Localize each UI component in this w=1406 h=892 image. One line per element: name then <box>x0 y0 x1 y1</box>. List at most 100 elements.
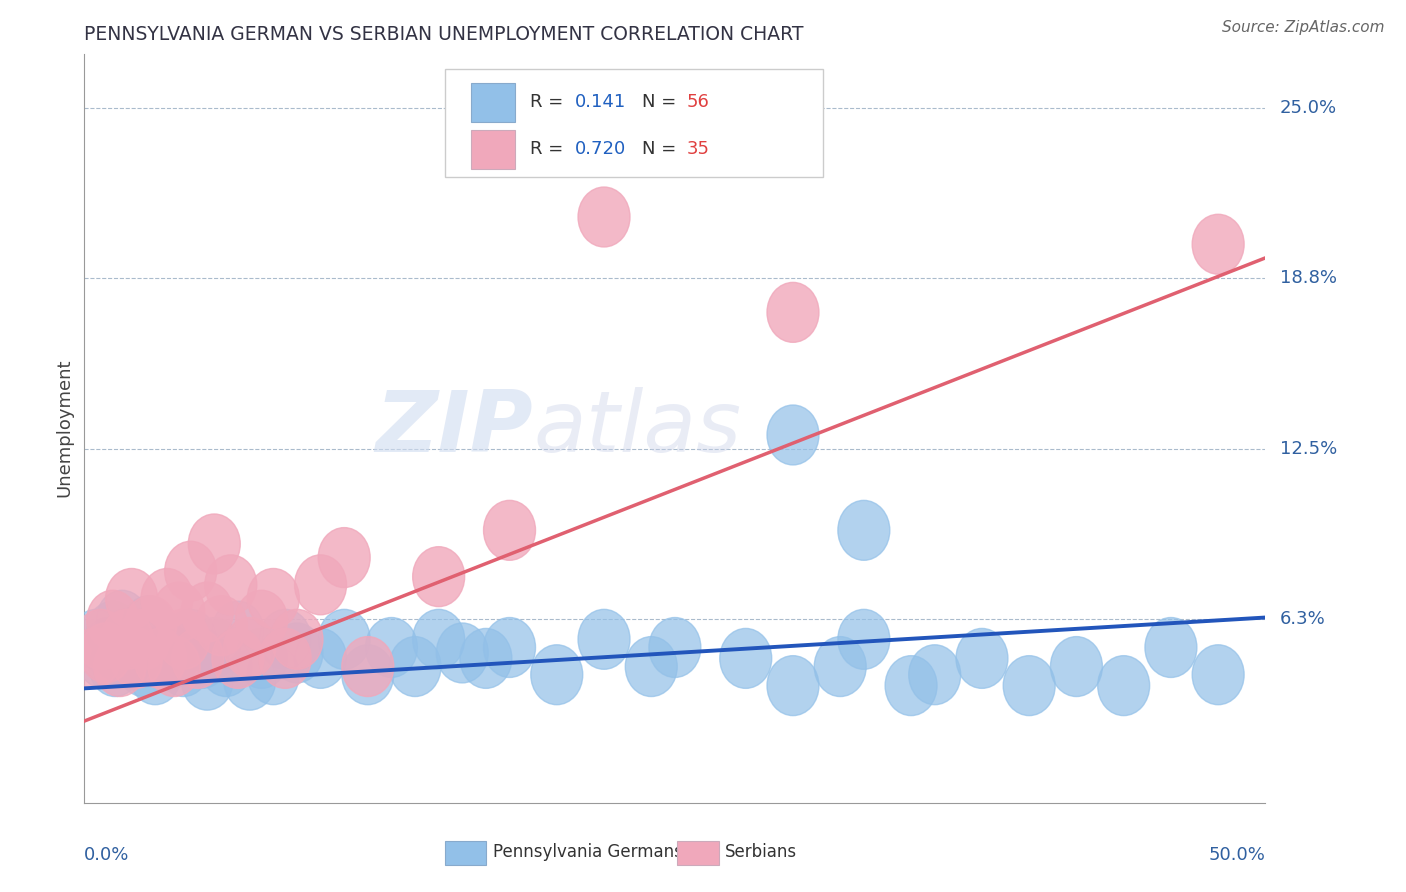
Ellipse shape <box>413 609 464 669</box>
Ellipse shape <box>101 629 153 689</box>
Ellipse shape <box>342 645 394 705</box>
Text: 0.141: 0.141 <box>575 94 626 112</box>
Ellipse shape <box>77 629 129 689</box>
Ellipse shape <box>271 609 323 669</box>
Ellipse shape <box>271 623 323 683</box>
Ellipse shape <box>157 637 209 697</box>
Ellipse shape <box>956 629 1008 689</box>
Y-axis label: Unemployment: Unemployment <box>55 359 73 498</box>
Ellipse shape <box>838 609 890 669</box>
Ellipse shape <box>87 601 139 661</box>
Ellipse shape <box>1098 656 1150 715</box>
Ellipse shape <box>172 629 224 689</box>
Text: Serbians: Serbians <box>724 843 797 862</box>
Ellipse shape <box>1004 656 1054 715</box>
Ellipse shape <box>110 623 162 683</box>
Ellipse shape <box>157 609 209 669</box>
Ellipse shape <box>886 656 936 715</box>
Ellipse shape <box>720 629 772 689</box>
Ellipse shape <box>626 637 678 697</box>
Ellipse shape <box>165 541 217 601</box>
Ellipse shape <box>318 527 370 588</box>
Ellipse shape <box>153 617 205 677</box>
Ellipse shape <box>259 629 311 689</box>
Ellipse shape <box>200 637 252 697</box>
Ellipse shape <box>236 591 287 650</box>
FancyBboxPatch shape <box>444 841 486 865</box>
Text: N =: N = <box>641 94 682 112</box>
Ellipse shape <box>105 568 157 629</box>
Ellipse shape <box>295 629 346 689</box>
Ellipse shape <box>768 283 818 343</box>
Ellipse shape <box>134 609 186 669</box>
Text: Source: ZipAtlas.com: Source: ZipAtlas.com <box>1222 20 1385 35</box>
Text: 0.0%: 0.0% <box>84 847 129 864</box>
Ellipse shape <box>1144 617 1197 677</box>
Ellipse shape <box>188 617 240 677</box>
Ellipse shape <box>118 609 169 669</box>
Ellipse shape <box>181 582 233 642</box>
Ellipse shape <box>129 645 181 705</box>
Text: 18.8%: 18.8% <box>1279 269 1337 287</box>
FancyBboxPatch shape <box>471 129 516 169</box>
Ellipse shape <box>224 650 276 710</box>
Ellipse shape <box>177 629 228 689</box>
Text: R =: R = <box>530 94 568 112</box>
FancyBboxPatch shape <box>444 69 823 178</box>
Text: 12.5%: 12.5% <box>1279 440 1337 458</box>
Ellipse shape <box>101 609 153 669</box>
Ellipse shape <box>146 629 198 689</box>
Ellipse shape <box>153 582 205 642</box>
Ellipse shape <box>118 637 169 697</box>
Ellipse shape <box>578 609 630 669</box>
Ellipse shape <box>75 609 127 669</box>
Ellipse shape <box>148 637 200 697</box>
Ellipse shape <box>460 629 512 689</box>
Ellipse shape <box>295 555 346 615</box>
Ellipse shape <box>247 645 299 705</box>
Ellipse shape <box>165 609 217 669</box>
Ellipse shape <box>141 623 193 683</box>
Text: 50.0%: 50.0% <box>1209 847 1265 864</box>
Ellipse shape <box>195 596 247 656</box>
Ellipse shape <box>838 500 890 560</box>
Ellipse shape <box>1192 645 1244 705</box>
Text: 6.3%: 6.3% <box>1279 610 1326 628</box>
Ellipse shape <box>342 637 394 697</box>
Ellipse shape <box>80 623 132 683</box>
Ellipse shape <box>224 617 276 677</box>
Ellipse shape <box>94 637 146 697</box>
Ellipse shape <box>105 609 157 669</box>
Ellipse shape <box>125 596 177 656</box>
FancyBboxPatch shape <box>471 83 516 121</box>
Ellipse shape <box>318 609 370 669</box>
Ellipse shape <box>768 656 818 715</box>
Ellipse shape <box>134 629 186 689</box>
Ellipse shape <box>188 514 240 574</box>
Ellipse shape <box>484 617 536 677</box>
Ellipse shape <box>247 568 299 629</box>
Text: ZIP: ZIP <box>375 386 533 470</box>
Ellipse shape <box>908 645 960 705</box>
Ellipse shape <box>96 591 148 650</box>
Ellipse shape <box>484 500 536 560</box>
Ellipse shape <box>122 596 174 656</box>
Text: N =: N = <box>641 140 682 158</box>
Ellipse shape <box>212 629 264 689</box>
Ellipse shape <box>94 623 146 683</box>
Ellipse shape <box>212 601 264 661</box>
Ellipse shape <box>89 637 141 697</box>
Text: 0.720: 0.720 <box>575 140 626 158</box>
Ellipse shape <box>436 623 488 683</box>
Ellipse shape <box>366 617 418 677</box>
Ellipse shape <box>578 187 630 247</box>
Text: PENNSYLVANIA GERMAN VS SERBIAN UNEMPLOYMENT CORRELATION CHART: PENNSYLVANIA GERMAN VS SERBIAN UNEMPLOYM… <box>84 25 804 44</box>
Text: Pennsylvania Germans: Pennsylvania Germans <box>494 843 683 862</box>
Ellipse shape <box>67 629 120 689</box>
Ellipse shape <box>413 547 464 607</box>
Ellipse shape <box>531 645 582 705</box>
Ellipse shape <box>70 609 122 669</box>
Ellipse shape <box>205 555 257 615</box>
Ellipse shape <box>259 609 311 669</box>
Ellipse shape <box>768 405 818 465</box>
